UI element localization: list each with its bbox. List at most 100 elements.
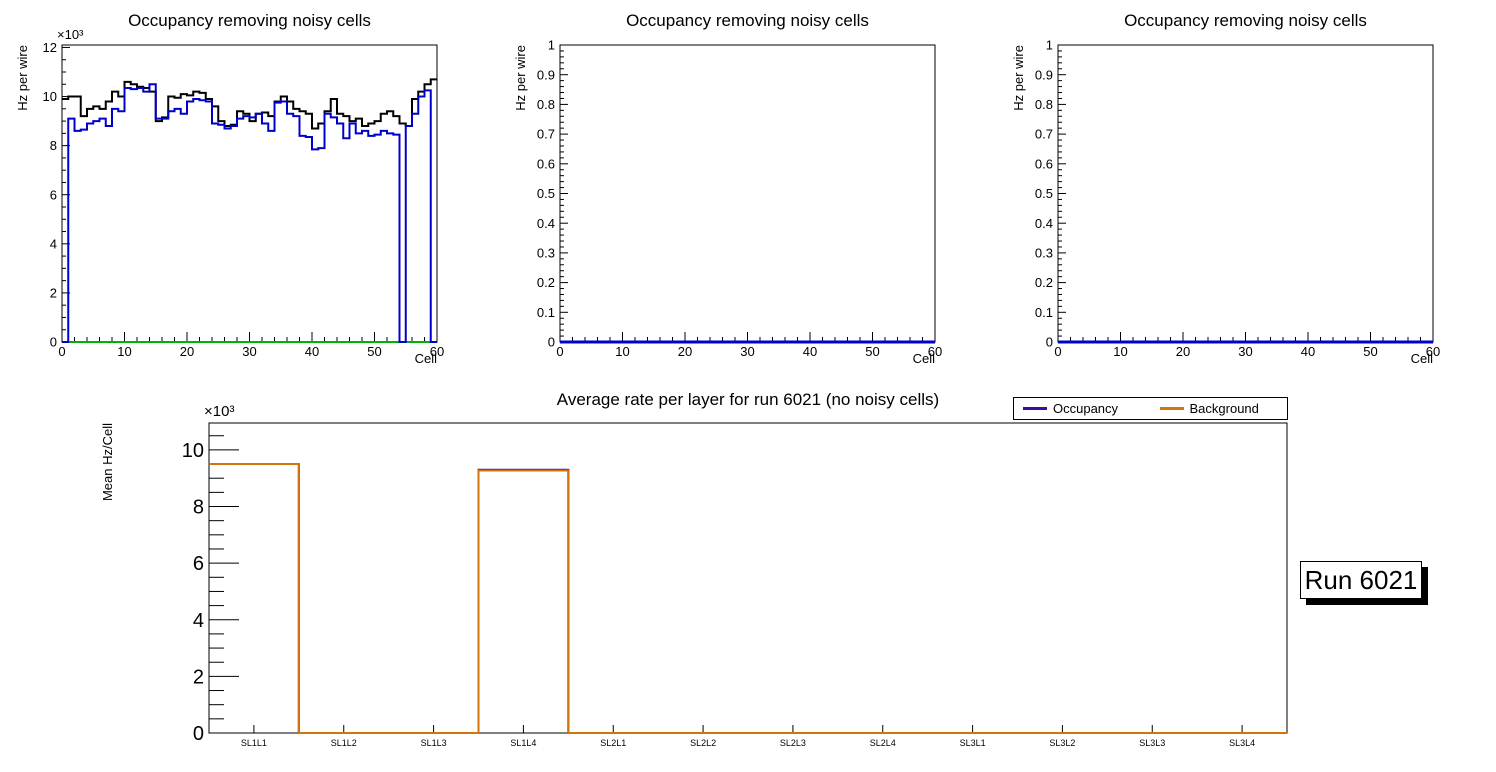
occupancy-histogram-pad-3: Occupancy removing noisy cells 0 0.1 0.2 0.3… (996, 0, 1494, 386)
series-Background (209, 463, 1287, 734)
y-axis-title: Mean Hz/Cell (100, 423, 115, 501)
chart-svg-1: Occupancy removing noisy cells 0 0.1 0.2 0.3… (513, 11, 942, 366)
y-tick-label: 0.5 (1035, 186, 1053, 201)
x-tick-label: 0 (1054, 344, 1061, 359)
chart-svg-2: Occupancy removing noisy cells 0 0.1 0.2 0.3… (1011, 11, 1440, 366)
series-occupancy-no-noisy-cells (62, 83, 437, 343)
series-occupancy-all-cells (62, 78, 437, 130)
x-category-label: SL1L4 (510, 738, 536, 748)
legend-box: Occupancy Background (1013, 397, 1288, 420)
x-category-label: SL1L2 (331, 738, 357, 748)
x-tick-label: 0 (58, 344, 65, 359)
x-tick-label: 20 (180, 344, 194, 359)
x-category-label: SL2L1 (600, 738, 626, 748)
y-axis-multiplier: ×10³ (204, 403, 234, 420)
y-tick-label: 0 (193, 723, 204, 745)
chart-title: Occupancy removing noisy cells (626, 11, 869, 30)
y-tick-label: 0.8 (537, 97, 555, 112)
x-category-label: SL3L1 (960, 738, 986, 748)
x-tick-label: 60 (430, 344, 444, 359)
y-tick-label: 10 (182, 440, 204, 462)
x-category-label: SL1L3 (421, 738, 447, 748)
y-tick-label: 0.3 (537, 245, 555, 260)
y-tick-label: 0.2 (1035, 275, 1053, 290)
y-tick-label: 0 (1046, 335, 1053, 350)
x-axis-title: Cell (1411, 351, 1434, 366)
x-tick-label: 10 (117, 344, 131, 359)
y-tick-label: 0.9 (537, 67, 555, 82)
plot-frame (208, 422, 1288, 734)
x-category-label: SL1L1 (241, 738, 267, 748)
occupancy-histogram-pad-2: Occupancy removing noisy cells 0 0.1 0.2 0.3… (498, 0, 996, 386)
x-tick-label: 60 (928, 344, 942, 359)
run-label: Run 6021 (1304, 564, 1418, 595)
y-tick-label: 6 (50, 187, 57, 202)
y-tick-label: 0.2 (537, 275, 555, 290)
y-tick-label: 8 (50, 138, 57, 153)
y-tick-label: 0.3 (1035, 245, 1053, 260)
background-line-swatch (1159, 407, 1184, 410)
occupancy-histogram-pad-1: Occupancy removing noisy cells 0 2 4 6 8 10 12 0… (0, 0, 498, 386)
x-category-label: SL3L2 (1049, 738, 1075, 748)
x-tick-label: 50 (1363, 344, 1377, 359)
y-tick-label: 1 (1046, 38, 1053, 53)
x-tick-label: 40 (1301, 344, 1315, 359)
y-tick-label: 0.4 (537, 216, 555, 231)
x-tick-label: 30 (242, 344, 256, 359)
x-axis-title: Cell (913, 351, 936, 366)
chart-title: Average rate per layer for run 6021 (no … (557, 390, 939, 409)
x-category-label: SL2L2 (690, 738, 716, 748)
y-tick-label: 0.8 (1035, 97, 1053, 112)
y-tick-label: 0.6 (1035, 156, 1053, 171)
chart-title: Occupancy removing noisy cells (128, 11, 371, 30)
x-axis: 0 10 20 30 40 50 60 (58, 332, 444, 359)
y-tick-label: 0.5 (537, 186, 555, 201)
y-tick-label: 6 (193, 553, 204, 575)
y-tick-label: 0 (548, 335, 555, 350)
x-axis: SL1L1 SL1L2 SL1L3 SL1L4 SL2L1 SL2L2 SL2L3 SL2L4… (241, 725, 1255, 748)
legend-item-occupancy: Occupancy (1014, 401, 1151, 416)
x-tick-label: 10 (615, 344, 629, 359)
x-category-label: SL2L4 (870, 738, 896, 748)
plot-frame (61, 44, 438, 343)
x-category-label: SL2L3 (780, 738, 806, 748)
y-tick-label: 0.7 (1035, 127, 1053, 142)
occupancy-line-swatch (1023, 407, 1047, 410)
y-tick-label: 0.1 (537, 305, 555, 320)
y-tick-label: 2 (50, 285, 57, 300)
x-tick-label: 0 (556, 344, 563, 359)
y-axis-title: Hz per wire (1011, 45, 1026, 111)
chart-title: Occupancy removing noisy cells (1124, 11, 1367, 30)
x-axis: 0 10 20 30 40 50 60 (1054, 332, 1440, 359)
chart-svg-3: Average rate per layer for run 6021 (no … (100, 390, 1288, 748)
x-tick-label: 10 (1113, 344, 1127, 359)
y-tick-label: 12 (43, 40, 57, 55)
plot-frame (1057, 44, 1434, 343)
y-tick-label: 0.4 (1035, 216, 1053, 231)
legend-item-background: Background (1151, 401, 1288, 416)
x-tick-label: 30 (740, 344, 754, 359)
y-axis-title: Hz per wire (513, 45, 528, 111)
x-tick-label: 30 (1238, 344, 1252, 359)
y-axis: 0 0.1 0.2 0.3 0.4 0.5 0.6 0.7 0.8 0.9 1 (1035, 38, 1066, 350)
y-axis-multiplier: ×10³ (57, 27, 84, 42)
y-tick-label: 2 (193, 666, 204, 688)
y-axis: 0 2 4 6 8 10 (182, 435, 239, 745)
y-tick-label: 0.1 (1035, 305, 1053, 320)
y-tick-label: 10 (43, 89, 57, 104)
x-tick-label: 60 (1426, 344, 1440, 359)
x-tick-label: 40 (305, 344, 319, 359)
x-tick-label: 20 (678, 344, 692, 359)
y-tick-label: 0.7 (537, 127, 555, 142)
average-rate-pad: Average rate per layer for run 6021 (no … (0, 386, 1496, 772)
y-tick-label: 4 (50, 236, 57, 251)
x-tick-label: 40 (803, 344, 817, 359)
chart-svg-0: Occupancy removing noisy cells 0 2 4 6 8 10 12 0… (15, 11, 444, 366)
legend-label-background: Background (1189, 401, 1259, 416)
x-tick-label: 50 (367, 344, 381, 359)
x-category-label: SL3L4 (1229, 738, 1255, 748)
y-tick-label: 1 (548, 38, 555, 53)
x-axis-title: Cell (415, 351, 438, 366)
run-label-box: Run 6021 (1300, 561, 1422, 599)
